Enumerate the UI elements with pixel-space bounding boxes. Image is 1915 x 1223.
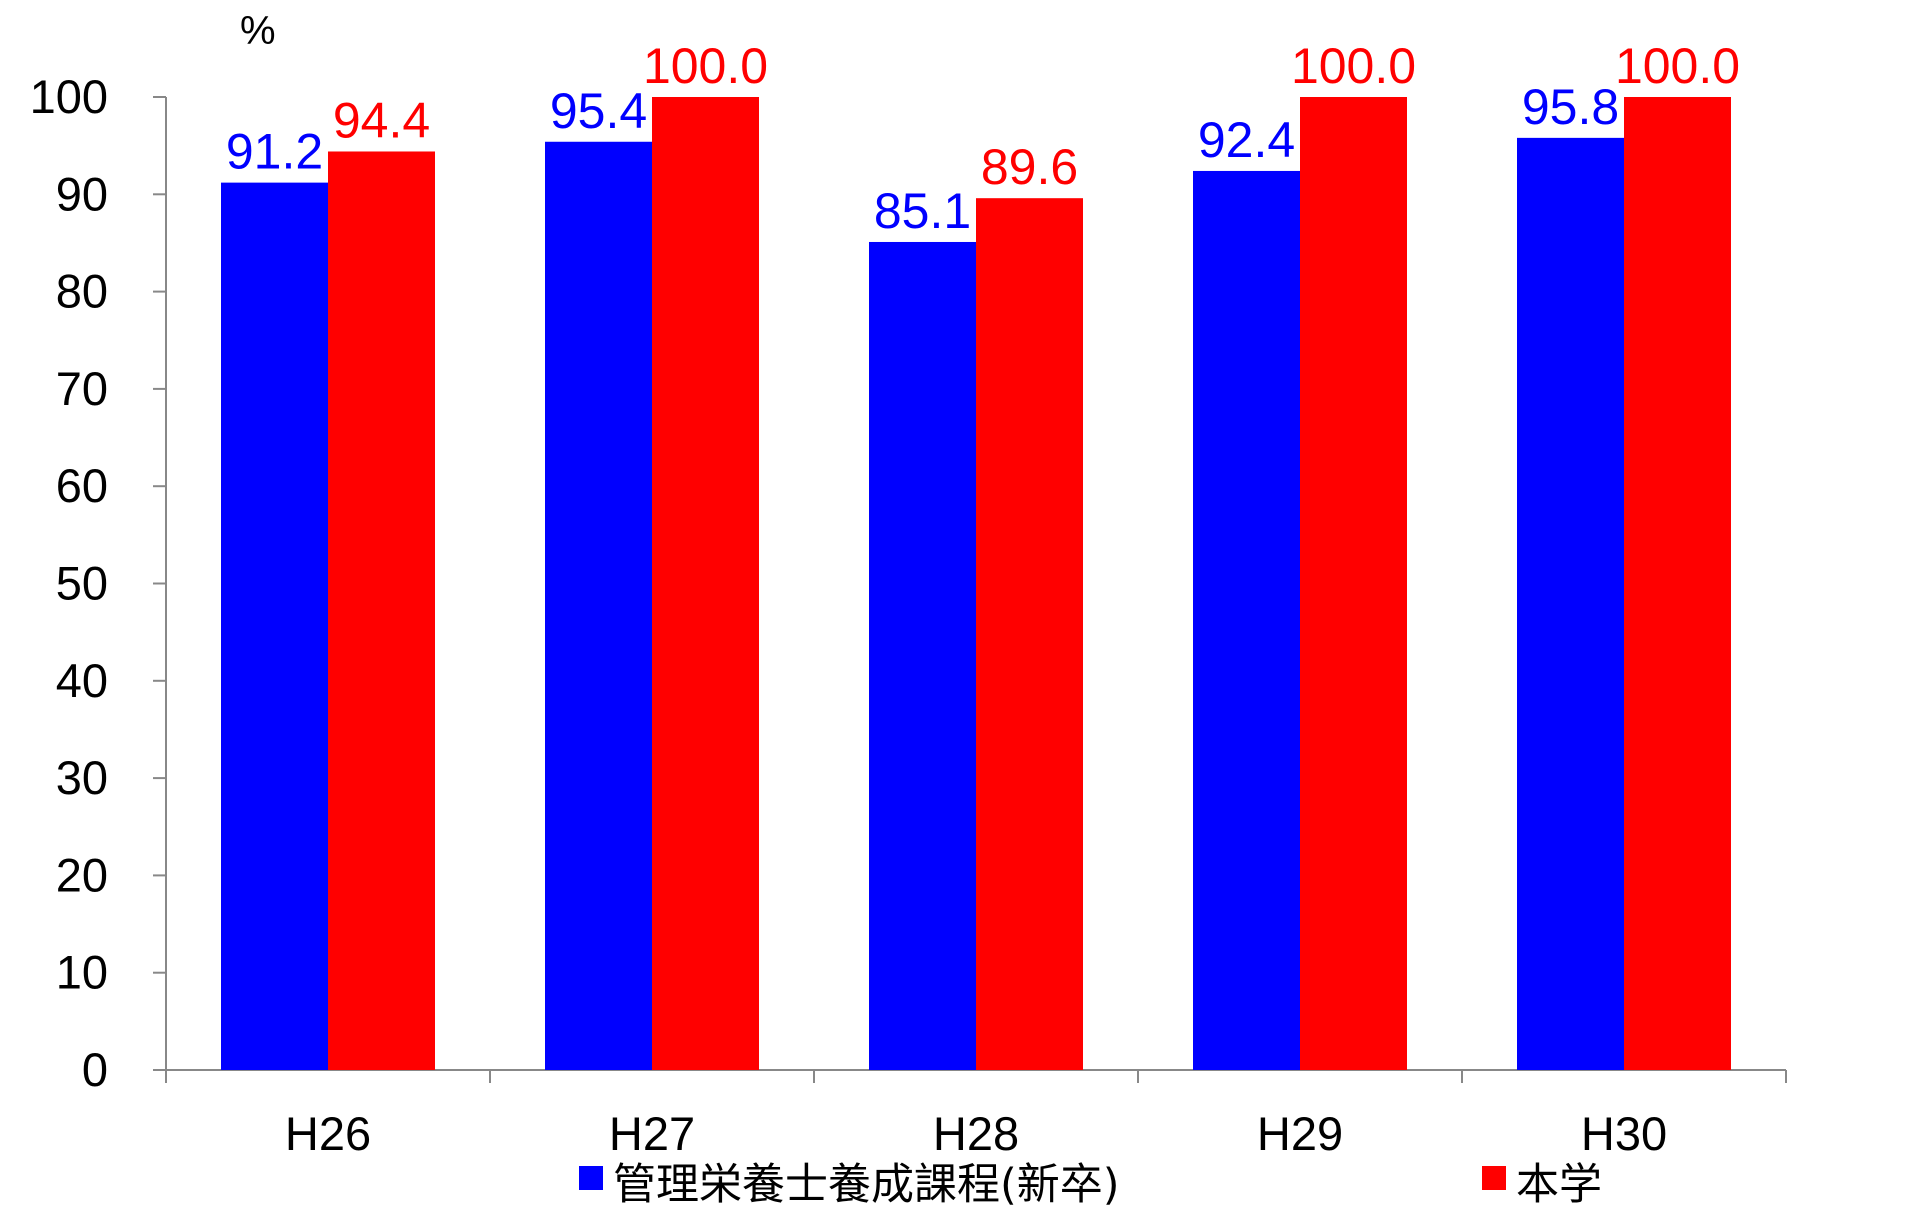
y-tick-label: 90 <box>56 167 108 220</box>
bar-series-1 <box>1517 137 1624 1071</box>
x-axis: H26 H27 H28 H29 H30 <box>165 1069 1787 1160</box>
y-tick-label: 80 <box>56 265 108 318</box>
data-label: 100.0 <box>643 38 768 94</box>
bar-series-2 <box>652 97 759 1070</box>
data-label: 92.4 <box>1198 112 1295 168</box>
data-label: 85.1 <box>874 183 971 239</box>
y-tick-label: 10 <box>56 946 108 999</box>
bar-series-1 <box>1193 170 1300 1070</box>
y-tick-label: 20 <box>56 848 108 901</box>
legend-label: 管理栄養士養成課程(新卒) <box>613 1160 1120 1210</box>
y-axis-unit-label: % <box>240 9 276 53</box>
x-tick-label: H28 <box>933 1107 1019 1160</box>
data-label: 89.6 <box>981 139 1078 195</box>
data-label: 94.4 <box>333 92 430 148</box>
x-tick-label: H26 <box>285 1107 371 1160</box>
y-tick-label: 70 <box>56 362 108 415</box>
data-labels: 91.2 95.4 85.1 92.4 95.8 94.4 100.0 89.6 100.0 10… <box>226 38 1740 239</box>
y-tick-label: 50 <box>56 557 108 610</box>
y-tick-label: 60 <box>56 459 108 512</box>
bar-series-2 <box>1624 97 1731 1070</box>
y-axis: 0 10 20 30 40 50 60 70 80 90 100 <box>30 70 167 1096</box>
data-label: 100.0 <box>1291 38 1416 94</box>
bar-series-1 <box>221 182 328 1070</box>
x-tick-label: H30 <box>1581 1107 1667 1160</box>
data-label: 95.4 <box>550 83 647 139</box>
data-label: 95.8 <box>1522 79 1619 135</box>
legend: 管理栄養士養成課程(新卒) 本学 <box>579 1160 1602 1210</box>
data-label: 100.0 <box>1615 38 1740 94</box>
bar-series-2 <box>1300 97 1407 1070</box>
data-label: 91.2 <box>226 124 323 180</box>
legend-swatch <box>579 1166 603 1190</box>
bar-series-1 <box>545 141 652 1070</box>
bars <box>221 97 1731 1071</box>
y-tick-label: 40 <box>56 654 108 707</box>
x-tick-label: H27 <box>609 1107 695 1160</box>
bar-series-1 <box>869 241 976 1071</box>
x-tick-label: H29 <box>1257 1107 1343 1160</box>
y-tick-label: 30 <box>56 751 108 804</box>
y-tick-label: 0 <box>82 1043 108 1096</box>
legend-label: 本学 <box>1516 1160 1602 1210</box>
bar-series-2 <box>328 151 435 1070</box>
y-tick-label: 100 <box>30 70 108 123</box>
legend-swatch <box>1482 1166 1506 1190</box>
bar-series-2 <box>976 198 1083 1070</box>
